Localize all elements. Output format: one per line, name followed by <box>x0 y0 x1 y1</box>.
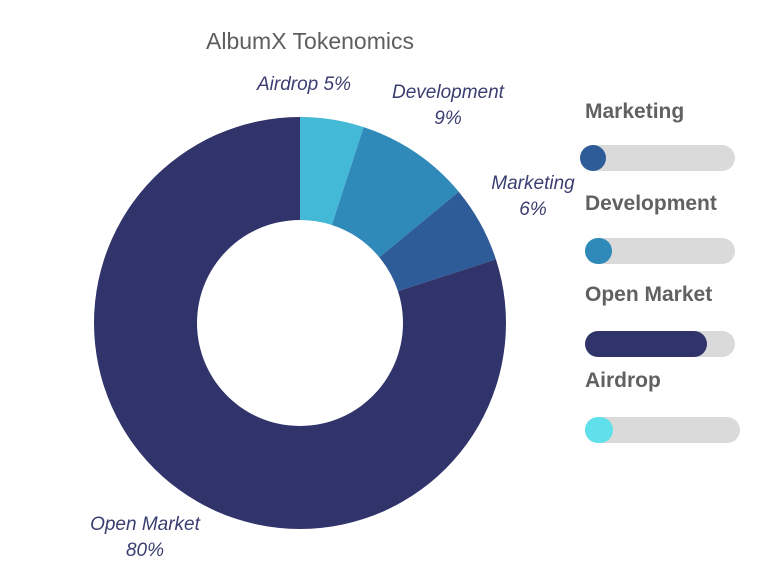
bar-label-development: Development <box>585 192 717 215</box>
progress-fill-marketing <box>580 145 606 171</box>
slice-development <box>331 127 459 258</box>
slice-marketing <box>379 191 496 292</box>
label-marketing-value: 6% <box>519 199 547 220</box>
bar-label-airdrop: Airdrop <box>585 369 661 392</box>
progress-bar-open-market <box>585 331 735 357</box>
slice-open-market <box>94 117 507 529</box>
label-open-market: Open Market 80% <box>80 512 210 564</box>
progress-bar-development <box>585 238 735 264</box>
donut-chart <box>94 117 507 529</box>
label-development-value: 9% <box>434 108 462 129</box>
label-airdrop-name: Airdrop <box>257 74 319 95</box>
progress-fill-open-market <box>585 331 707 357</box>
label-open-market-value: 80% <box>125 540 165 561</box>
label-development: Development 9% <box>383 80 513 132</box>
progress-bar-airdrop <box>585 417 740 443</box>
bar-label-open-market: Open Market <box>585 283 713 306</box>
label-marketing-name: Marketing <box>491 173 575 194</box>
label-marketing: Marketing 6% <box>483 171 583 223</box>
label-open-market-name: Open Market <box>90 514 200 535</box>
bar-label-marketing: Marketing <box>585 100 685 123</box>
progress-fill-development <box>585 238 612 264</box>
chart-title: AlbumX Tokenomics <box>206 28 414 54</box>
progress-fill-airdrop <box>585 417 613 443</box>
slice-airdrop <box>300 117 364 226</box>
label-airdrop-value: 5% <box>323 74 351 95</box>
progress-bar-marketing <box>580 145 735 171</box>
label-development-name: Development <box>392 82 504 103</box>
label-airdrop: Airdrop 5% <box>257 72 351 98</box>
